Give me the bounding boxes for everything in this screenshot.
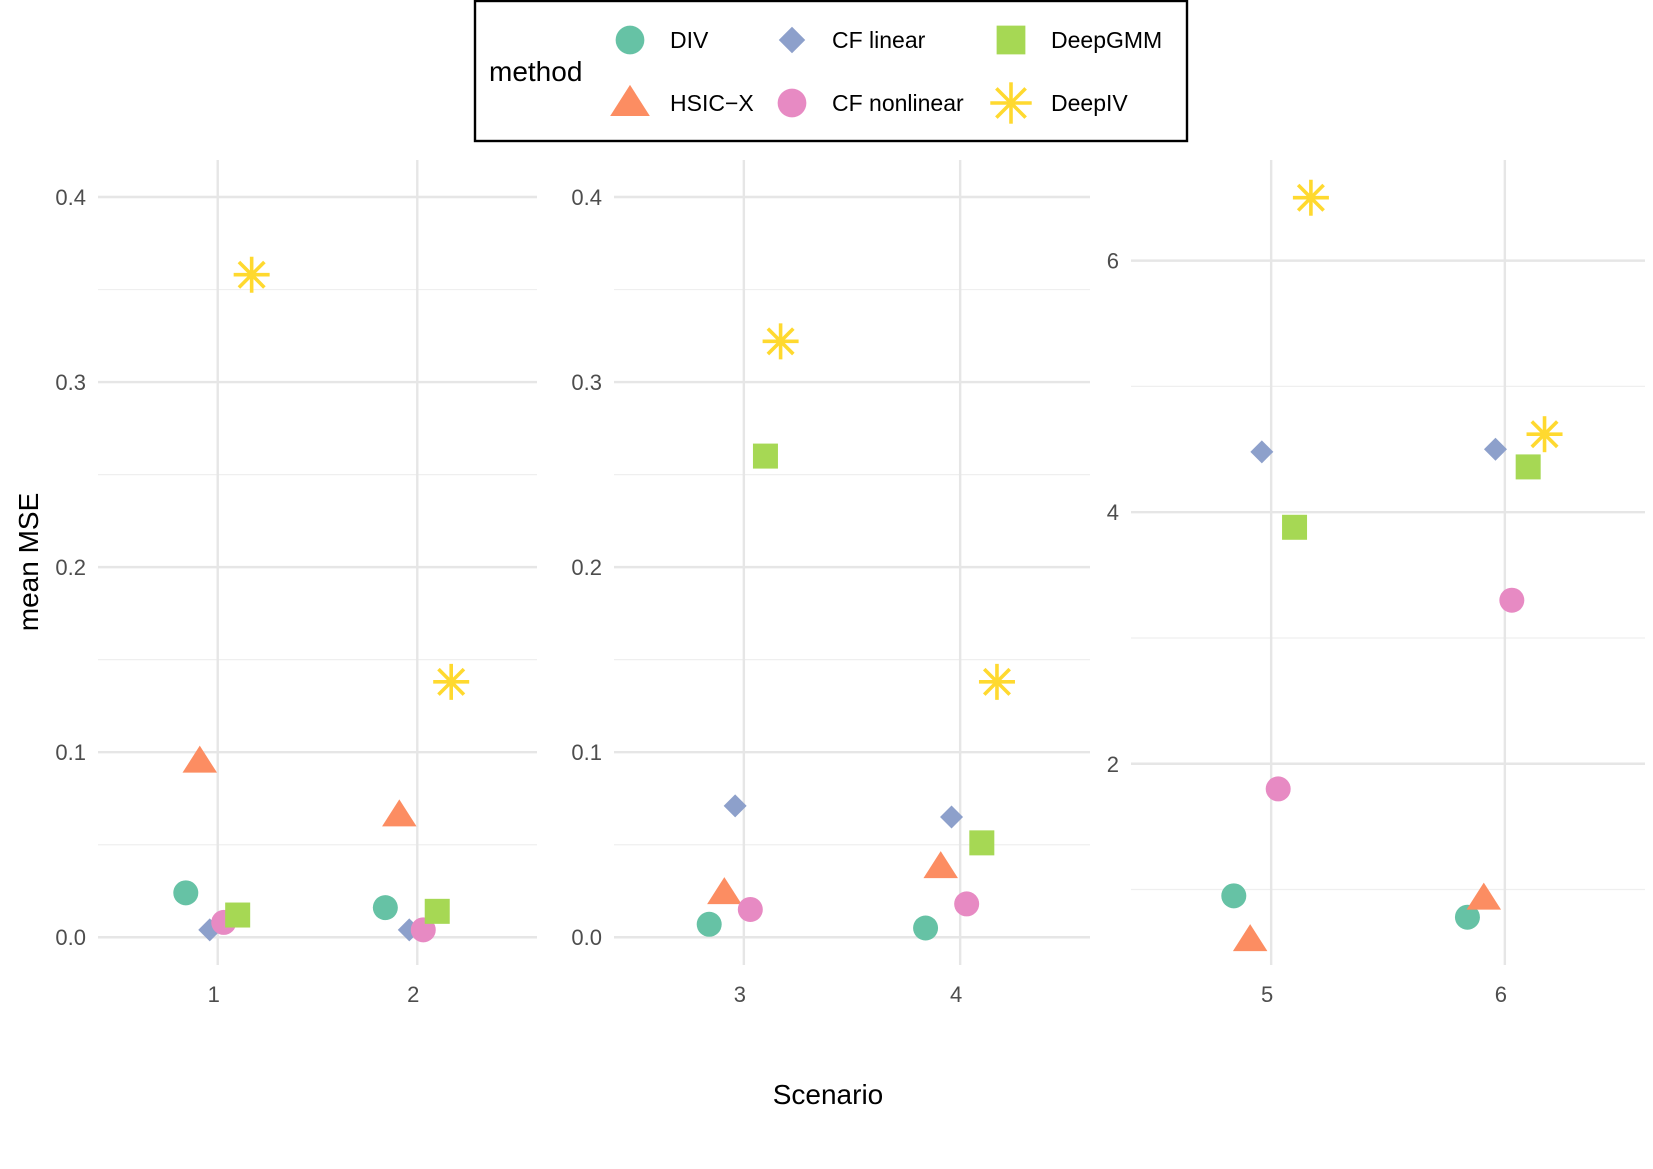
point-hsic-x-scenario-2 — [382, 799, 417, 827]
legend: method DIV CF linear DeepGMM HSIC−X CF nonlin… — [473, 0, 1189, 143]
y-tick-label: 0.1 — [55, 740, 86, 765]
point-deepgmm-scenario-4 — [969, 830, 995, 856]
point-deepiv-scenario-4 — [978, 663, 1015, 700]
point-deepgmm-scenario-3 — [752, 443, 778, 469]
point-cf-linear-scenario-6 — [1483, 437, 1507, 461]
x-tick-label: 2 — [407, 982, 419, 1007]
x-tick-label: 6 — [1495, 982, 1507, 1007]
point-div-scenario-3 — [696, 911, 722, 937]
y-tick-label: 0.0 — [55, 925, 86, 950]
y-tick-label: 4 — [1107, 500, 1119, 525]
legend-key-deepiv — [990, 82, 1032, 124]
y-tick-label: 0.3 — [55, 370, 86, 395]
x-tick-label: 1 — [208, 982, 220, 1007]
x-tick-label: 4 — [950, 982, 962, 1007]
legend-key-hsic-x — [610, 84, 650, 116]
point-cf-nonlinear-scenario-3 — [737, 896, 763, 922]
asterisk-stroke — [437, 667, 466, 696]
point-div-scenario-1 — [173, 880, 199, 906]
panel-3: 2 4 6 5 6 — [1107, 160, 1645, 1007]
point-div-scenario-6 — [1454, 904, 1480, 930]
y-tick-label: 2 — [1107, 752, 1119, 777]
point-deepgmm-scenario-1 — [225, 902, 251, 928]
point-cf-nonlinear-scenario-5 — [1265, 776, 1291, 802]
asterisk-stroke — [995, 87, 1027, 119]
asterisk-stroke — [1530, 420, 1559, 449]
point-div-scenario-2 — [372, 895, 398, 921]
y-tick-label: 0.2 — [571, 555, 602, 580]
legend-key-div — [615, 25, 645, 55]
legend-label-hsic-x: HSIC−X — [670, 90, 754, 116]
point-cf-linear-scenario-3 — [723, 794, 747, 818]
point-div-scenario-5 — [1221, 883, 1247, 909]
legend-title: method — [489, 56, 582, 87]
point-cf-nonlinear-scenario-6 — [1499, 587, 1525, 613]
panel-1: 0.0 0.1 0.2 0.3 0.4 1 2 — [55, 160, 537, 1007]
y-tick-label: 0.3 — [571, 370, 602, 395]
asterisk-stroke — [237, 260, 266, 289]
asterisk-stroke — [766, 327, 795, 356]
point-div-scenario-4 — [913, 915, 939, 941]
legend-label-cf-linear: CF linear — [832, 27, 926, 53]
legend-label-cf-nonlinear: CF nonlinear — [832, 90, 964, 116]
point-hsic-x-scenario-5 — [1232, 924, 1268, 952]
legend-key-deepgmm — [996, 25, 1026, 55]
legend-box — [473, 0, 1189, 143]
legend-label-deepgmm: DeepGMM — [1051, 27, 1162, 53]
legend-key-cf-linear — [778, 26, 806, 54]
x-axis-title: Scenario — [773, 1079, 884, 1110]
point-deepiv-scenario-2 — [433, 663, 470, 700]
point-deepgmm-scenario-6 — [1515, 454, 1541, 480]
y-axis-title: mean MSE — [13, 493, 44, 632]
point-deepiv-scenario-1 — [233, 256, 270, 293]
point-deepgmm-scenario-2 — [424, 898, 450, 924]
y-tick-label: 0.0 — [571, 925, 602, 950]
point-deepgmm-scenario-5 — [1282, 514, 1308, 540]
legend-label-div: DIV — [670, 27, 709, 53]
legend-key-cf-nonlinear — [777, 88, 807, 118]
point-cf-linear-scenario-5 — [1250, 440, 1274, 464]
y-tick-label: 0.4 — [571, 185, 602, 210]
point-cf-nonlinear-scenario-4 — [954, 891, 980, 917]
y-tick-label: 0.1 — [571, 740, 602, 765]
point-hsic-x-scenario-4 — [923, 851, 958, 879]
point-deepiv-scenario-6 — [1526, 416, 1563, 453]
point-hsic-x-scenario-6 — [1466, 882, 1502, 910]
point-cf-linear-scenario-4 — [940, 805, 964, 829]
point-deepiv-scenario-5 — [1292, 179, 1329, 216]
panel-2: 0.0 0.1 0.2 0.3 0.4 3 4 — [571, 160, 1090, 1007]
x-tick-label: 5 — [1261, 982, 1273, 1007]
asterisk-stroke — [1296, 183, 1325, 212]
legend-label-deepiv: DeepIV — [1051, 90, 1128, 116]
point-deepiv-scenario-3 — [762, 323, 799, 360]
y-tick-label: 0.2 — [55, 555, 86, 580]
point-hsic-x-scenario-3 — [707, 877, 742, 905]
x-tick-label: 3 — [734, 982, 746, 1007]
y-tick-label: 0.4 — [55, 185, 86, 210]
asterisk-stroke — [982, 667, 1011, 696]
point-hsic-x-scenario-1 — [182, 745, 218, 773]
y-tick-label: 6 — [1107, 249, 1119, 274]
